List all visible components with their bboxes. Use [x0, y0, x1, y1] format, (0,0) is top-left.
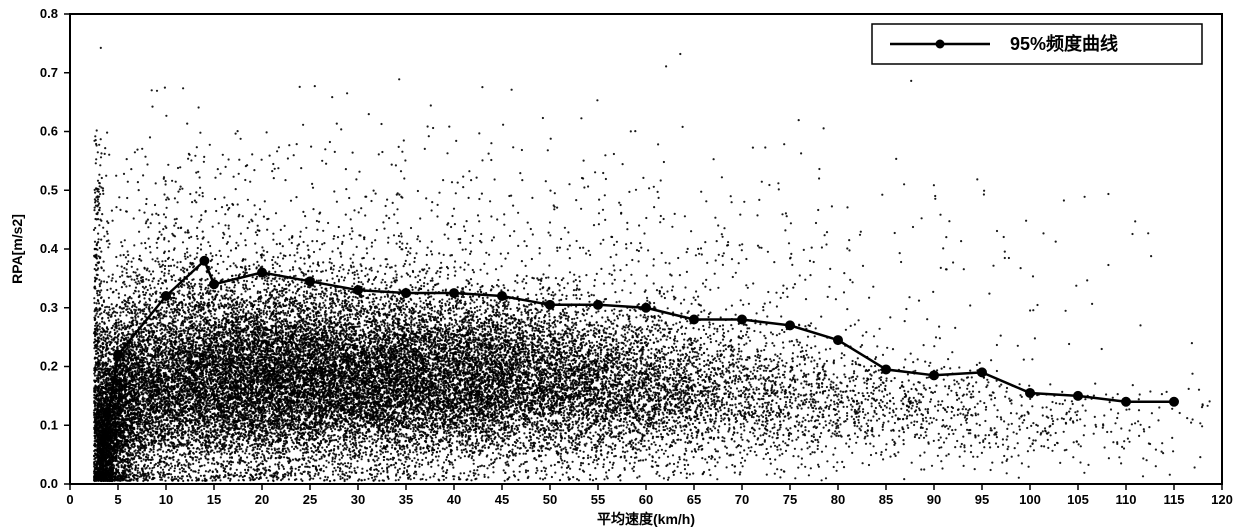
chart-container: 0 5 10 15 20 25 30 35 40 45 50 55 60 65 70 75 80 85 90 95 10… [0, 0, 1240, 530]
svg-text:15: 15 [207, 492, 221, 507]
svg-text:95: 95 [975, 492, 989, 507]
legend: 95%频度曲线 [872, 24, 1202, 64]
svg-text:0.5: 0.5 [40, 182, 58, 197]
svg-text:70: 70 [735, 492, 749, 507]
svg-text:110: 110 [1116, 492, 1137, 507]
svg-text:25: 25 [303, 492, 317, 507]
svg-text:105: 105 [1067, 492, 1089, 507]
svg-text:80: 80 [831, 492, 845, 507]
svg-text:115: 115 [1164, 492, 1185, 507]
svg-text:5: 5 [114, 492, 121, 507]
svg-text:0.1: 0.1 [40, 417, 58, 432]
svg-text:90: 90 [927, 492, 941, 507]
x-axis-label: 平均速度(km/h) [597, 511, 695, 527]
svg-text:20: 20 [255, 492, 269, 507]
rpa-vs-speed-scatter-chart: 0 5 10 15 20 25 30 35 40 45 50 55 60 65 70 75 80 85 90 95 10… [0, 0, 1240, 530]
svg-text:0.0: 0.0 [40, 476, 58, 491]
svg-text:55: 55 [591, 492, 605, 507]
legend-label: 95%频度曲线 [1010, 33, 1118, 54]
svg-text:120: 120 [1211, 492, 1233, 507]
svg-text:0.8: 0.8 [40, 6, 58, 21]
svg-text:0.6: 0.6 [40, 124, 58, 139]
svg-text:40: 40 [447, 492, 461, 507]
svg-text:0.7: 0.7 [40, 65, 58, 80]
svg-text:10: 10 [159, 492, 173, 507]
y-axis-label: RPA[m/s2] [9, 214, 25, 284]
svg-text:0.4: 0.4 [40, 241, 59, 256]
svg-text:85: 85 [879, 492, 893, 507]
svg-text:45: 45 [495, 492, 509, 507]
svg-text:65: 65 [687, 492, 701, 507]
svg-text:100: 100 [1019, 492, 1041, 507]
svg-text:30: 30 [351, 492, 365, 507]
svg-text:50: 50 [543, 492, 557, 507]
svg-text:60: 60 [639, 492, 653, 507]
svg-text:35: 35 [399, 492, 413, 507]
svg-text:0.3: 0.3 [40, 300, 58, 315]
svg-text:0: 0 [66, 492, 73, 507]
svg-text:0.2: 0.2 [40, 359, 58, 374]
svg-text:75: 75 [783, 492, 797, 507]
